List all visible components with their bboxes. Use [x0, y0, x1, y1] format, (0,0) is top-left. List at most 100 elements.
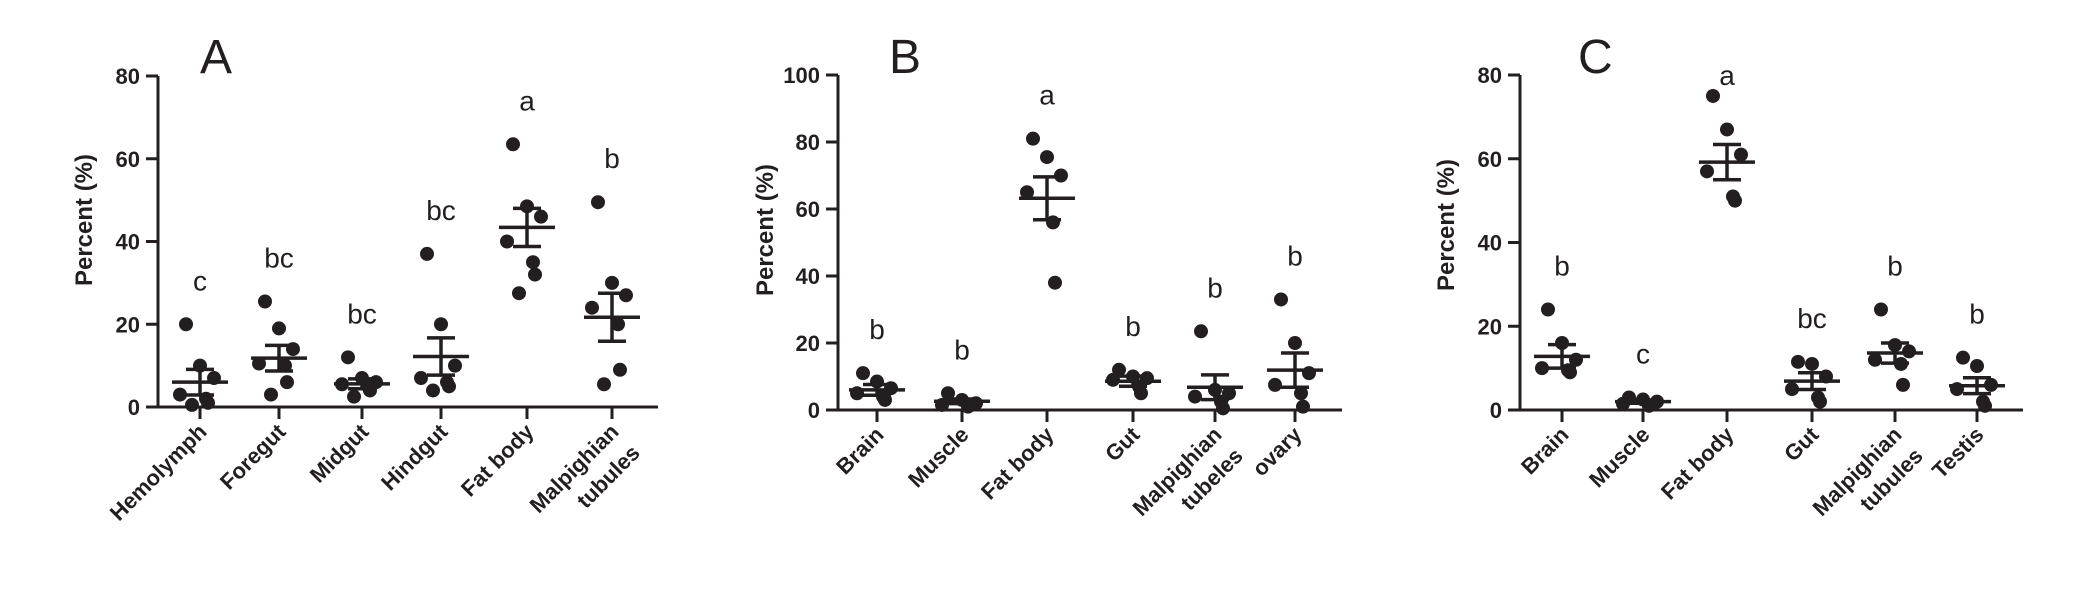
panel-c-data-point	[1956, 350, 1970, 365]
panel-a-data-point	[341, 350, 355, 365]
panel-a-data-point	[500, 234, 514, 249]
panel-b-data-point	[1112, 362, 1126, 377]
panel-a-data-point	[619, 288, 633, 303]
panel-b-data-point	[856, 366, 870, 381]
panel-b-category-label: Brain	[831, 422, 888, 479]
panel-c-data-point	[1706, 88, 1720, 103]
panel-a-significance-letter: a	[519, 85, 535, 116]
panel-b-chart: B Percent (%) 0 20 40 60 80 100 Brain b Muscle b F…	[752, 31, 1342, 542]
panel-b-data-point	[1294, 386, 1308, 401]
panel-a-data-point	[426, 383, 440, 398]
panel-c-data-point	[1874, 302, 1888, 317]
panel-c-data-point	[1700, 164, 1714, 179]
panel-c-y-tick-label: 40	[1478, 231, 1502, 256]
panel-a-data-point	[448, 358, 462, 373]
panel-a-y-tick-label: 80	[116, 64, 140, 89]
panel-a-data-point	[613, 362, 627, 377]
panel-b-y-tick-label: 0	[808, 398, 820, 423]
panel-a-data-point	[591, 195, 605, 210]
panel-a-data-point	[258, 294, 272, 309]
panel-c-data-point	[1813, 394, 1827, 409]
panel-c-data-point	[1785, 382, 1799, 397]
panel-a-data-point	[252, 356, 266, 371]
panel-c-significance-letter: bc	[1797, 303, 1827, 334]
panel-a-data-point	[597, 377, 611, 392]
panel-c-category-label: Muscle	[1584, 422, 1654, 492]
panel-c-significance-letter: b	[1887, 251, 1903, 282]
panel-b-data-point	[1302, 366, 1316, 381]
panel-a-y-axis-title: Percent (%)	[71, 154, 98, 286]
panel-b-y-tick-label: 100	[783, 63, 820, 88]
panel-a-category-label: Fat body	[456, 418, 539, 501]
panel-b-y-tick-label: 40	[796, 264, 820, 289]
panel-a-significance-letter: b	[604, 143, 620, 174]
panel-b-significance-letter: b	[1287, 240, 1303, 271]
panel-c-y-tick-label: 0	[1490, 398, 1502, 423]
panel-c-y-tick-label: 80	[1478, 63, 1502, 88]
panel-a-letter: A	[200, 31, 232, 84]
panel-c-category-label: Fat body	[1656, 421, 1739, 504]
panel-b-y-tick-label: 80	[796, 130, 820, 155]
panel-b-y-tick-label: 60	[796, 197, 820, 222]
panel-b-significance-letter: b	[869, 314, 885, 345]
panel-c-significance-letter: b	[1554, 251, 1570, 282]
panel-a-data-point	[526, 255, 540, 270]
panel-b-data-point	[1188, 389, 1202, 404]
panel-b-data-point	[1026, 131, 1040, 146]
panel-a-significance-letter: bc	[426, 195, 456, 226]
panel-a-data-point	[420, 246, 434, 261]
panel-b-data-point	[941, 386, 955, 401]
panel-a-data-point	[442, 379, 456, 394]
panel-b-category-label: Malpighiantubeles	[1128, 422, 1248, 542]
panel-a-data-point	[264, 387, 278, 402]
panel-b-category-label: Muscle	[903, 422, 973, 492]
panel-b-data-point	[1216, 401, 1230, 416]
panel-a-data-point	[434, 317, 448, 332]
panel-b-data-point	[1134, 386, 1148, 401]
panel-b-data-point	[1194, 324, 1208, 339]
panel-c-data-point	[1896, 377, 1910, 392]
panel-c-data-point	[1535, 361, 1549, 376]
panel-a-data-point	[528, 267, 542, 282]
panel-b-category-label-line: Fat body	[976, 421, 1059, 504]
panel-c-data-point	[1728, 193, 1742, 208]
panel-a-category-label: Malpighiantubules	[525, 419, 645, 539]
panel-a-data-point	[278, 358, 292, 373]
panel-b-category-label-line: Muscle	[903, 422, 973, 492]
panel-a-y-tick-label: 0	[128, 395, 140, 420]
panel-c-y-tick-label: 60	[1478, 147, 1502, 172]
panel-b-letter: B	[889, 31, 921, 84]
panel-a-category-label: Hindgut	[376, 418, 453, 495]
panel-b-category-label: Fat body	[976, 421, 1059, 504]
panel-a-category-label: Foregut	[215, 418, 291, 494]
panel-b-category-label: Gut	[1100, 421, 1145, 466]
panel-a-y-tick-label: 40	[116, 230, 140, 255]
panel-a-category-label-line: Midgut	[305, 418, 374, 487]
panel-a-data-point	[347, 389, 361, 404]
panel-b-category-label-line: Gut	[1100, 421, 1145, 466]
panel-a-significance-letter: bc	[264, 242, 294, 273]
panel-a-data-point	[611, 317, 625, 332]
panel-b-significance-letter: b	[1125, 311, 1141, 342]
panel-c-data-point	[1978, 398, 1992, 413]
panel-a-data-point	[280, 375, 294, 390]
panel-b-data-point	[1020, 185, 1034, 200]
panel-b-data-point	[1040, 150, 1054, 165]
panel-a-category-label-line: Hindgut	[376, 418, 453, 495]
panel-a-data-point	[414, 371, 428, 386]
panel-c-data-point	[1616, 396, 1630, 411]
panel-c-data-point	[1541, 302, 1555, 317]
panel-c-category-label: Malpighiantubules	[1808, 422, 1928, 542]
panel-a-data-point	[534, 209, 548, 224]
panel-b-data-point	[1048, 275, 1062, 290]
panel-c-y-tick-label: 20	[1478, 314, 1502, 339]
panel-c-category-label: Brain	[1516, 422, 1573, 479]
panel-a-significance-letter: bc	[347, 298, 377, 329]
panel-a-category-label-line: Fat body	[456, 418, 539, 501]
panel-a-data-point	[179, 317, 193, 332]
panel-c-significance-letter: a	[1719, 60, 1735, 91]
panel-c-data-point	[1868, 352, 1882, 367]
panel-a-data-point	[272, 321, 286, 336]
panel-a-data-point	[506, 137, 520, 152]
